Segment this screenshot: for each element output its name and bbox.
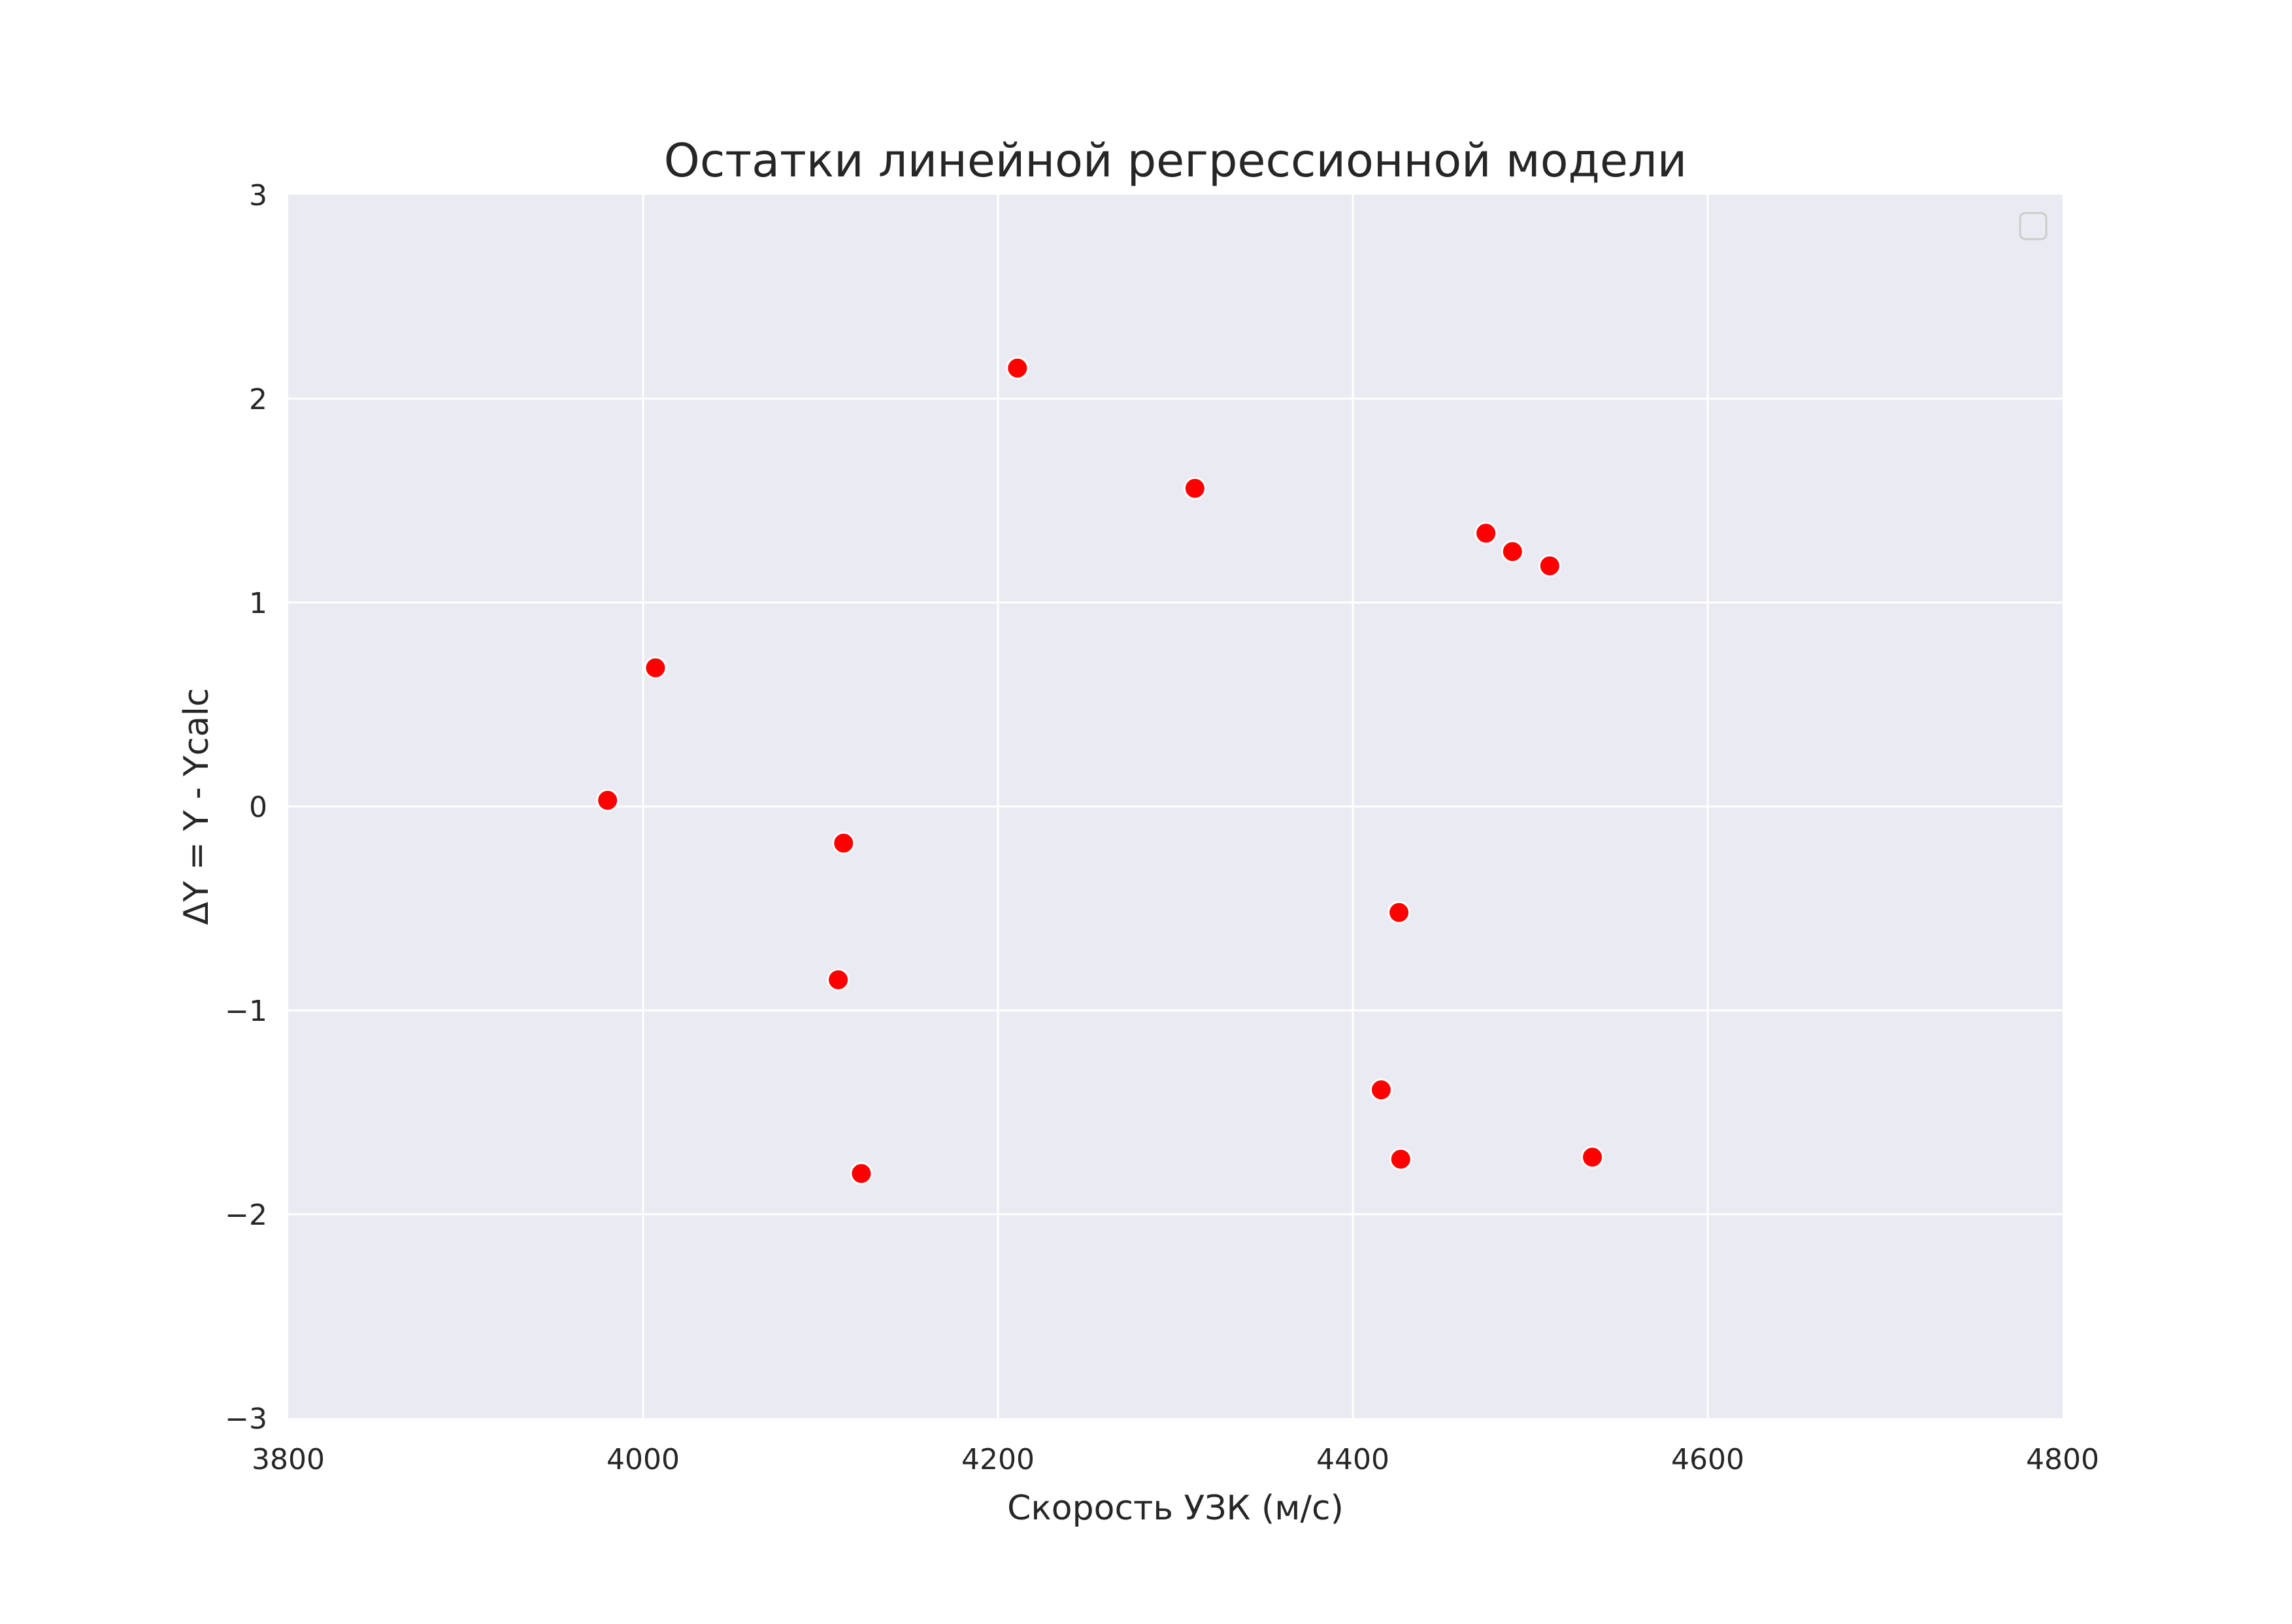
- x-tick-label: 4800: [2026, 1443, 2099, 1476]
- data-point: [832, 831, 855, 855]
- y-axis-label: ΔY = Y - Ycalc: [177, 688, 216, 925]
- x-axis-ticks: 3800 4000 4200 4400 4600 4800: [252, 1443, 2099, 1476]
- data-point: [850, 1162, 873, 1185]
- x-tick-label: 4000: [606, 1443, 680, 1476]
- y-axis-ticks: −3 −2 −1 0 1 2 3: [225, 179, 267, 1436]
- y-tick-label: −2: [225, 1199, 267, 1232]
- data-point: [827, 968, 850, 991]
- data-point: [1183, 476, 1206, 500]
- y-tick-label: −1: [225, 995, 267, 1028]
- x-axis-label: Скорость УЗК (м/с): [1007, 1489, 1344, 1528]
- y-tick-label: −3: [225, 1402, 267, 1436]
- x-tick-label: 4200: [961, 1443, 1035, 1476]
- y-tick-label: 0: [249, 791, 267, 824]
- data-point: [596, 789, 620, 812]
- data-point: [1581, 1146, 1604, 1169]
- grid: [288, 195, 2063, 1418]
- data-point: [1389, 1148, 1412, 1171]
- x-tick-label: 3800: [252, 1443, 325, 1476]
- data-point: [1006, 356, 1029, 380]
- x-tick-label: 4400: [1316, 1443, 1389, 1476]
- data-points: [596, 356, 1604, 1185]
- legend-box[interactable]: [2019, 212, 2048, 240]
- data-point: [1387, 901, 1411, 924]
- x-tick-label: 4600: [1671, 1443, 1744, 1476]
- y-tick-label: 2: [249, 383, 267, 416]
- data-point: [1474, 522, 1498, 545]
- chart-title: Остатки линейной регрессионной модели: [664, 134, 1687, 188]
- data-point: [1538, 554, 1561, 578]
- data-point: [644, 656, 667, 680]
- data-point: [1501, 540, 1524, 563]
- y-tick-label: 1: [249, 587, 267, 620]
- y-tick-label: 3: [249, 179, 267, 212]
- data-point: [1369, 1078, 1393, 1102]
